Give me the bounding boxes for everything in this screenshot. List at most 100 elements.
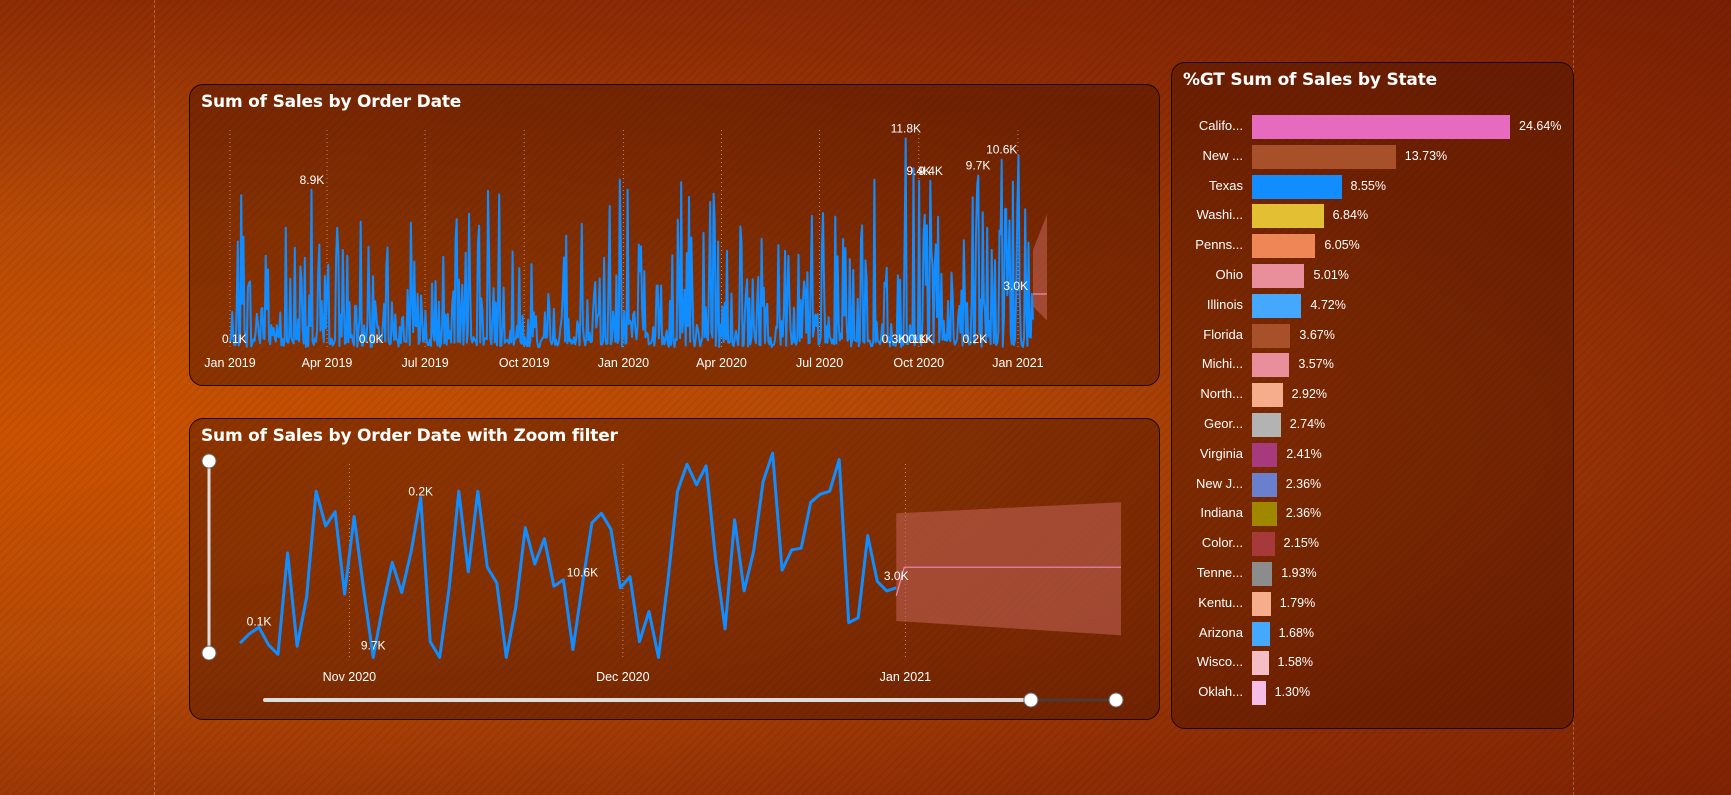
state-label: Tenne... — [1196, 565, 1243, 580]
x-tick-label: Jan 2020 — [598, 356, 649, 370]
state-label: Michi... — [1201, 356, 1243, 372]
data-label: 0.1K — [222, 332, 247, 346]
state-label: Washi... — [1196, 207, 1243, 223]
x-tick-label: Dec 2020 — [596, 670, 650, 684]
state-label: Illinois — [1206, 296, 1243, 312]
page-guide-left — [154, 0, 155, 795]
bar-row[interactable]: Virginia 2.41% — [1172, 442, 1575, 467]
state-label: New J... — [1196, 475, 1243, 491]
sales-zoom-line-chart[interactable]: Nov 2020 Dec 2020 Jan 2021 0.1K 9.7K 0.2K 10.6… — [190, 419, 1159, 719]
state-bar[interactable] — [1252, 651, 1269, 676]
time-handle-start[interactable] — [1023, 692, 1039, 708]
state-bar[interactable] — [1252, 562, 1273, 586]
sales-zoom-visual[interactable]: Sum of Sales by Order Date with Zoom fil… — [189, 418, 1160, 720]
state-bar[interactable] — [1252, 621, 1270, 646]
x-tick-label: Oct 2019 — [499, 356, 550, 370]
bar-row[interactable]: Penns... 6.05% — [1172, 234, 1575, 259]
time-handle-end[interactable] — [1108, 692, 1124, 708]
sales-by-date-visual[interactable]: Sum of Sales by Order Date Jan 2019 Apr 2… — [189, 84, 1160, 386]
state-bar-chart[interactable]: Califo... 24.64% New ... 13.73% Texas 8.55% Wa… — [1172, 115, 1575, 715]
value-label: 2.74% — [1289, 417, 1326, 431]
sales-by-state-visual[interactable]: %GT Sum of Sales by State Califo... 24.64… — [1171, 62, 1574, 729]
state-bar[interactable] — [1252, 353, 1290, 378]
value-label: 13.73% — [1404, 148, 1448, 163]
state-bar[interactable] — [1252, 472, 1277, 497]
bar-row[interactable]: Geor... 2.74% — [1172, 413, 1575, 437]
bar-row[interactable]: Washi... 6.84% — [1172, 204, 1575, 229]
bar-row[interactable]: New ... 13.73% — [1172, 144, 1575, 169]
state-label: Florida — [1203, 326, 1243, 342]
value-label: 1.93% — [1281, 566, 1317, 580]
x-tick-label: Apr 2019 — [302, 356, 353, 370]
zoom-slider-vertical[interactable] — [194, 449, 224, 669]
bar-row[interactable]: Kentu... 1.79% — [1172, 591, 1575, 616]
data-label: 10.6K — [567, 566, 598, 580]
state-bar[interactable] — [1252, 442, 1278, 467]
panel-title: Sum of Sales by Order Date — [201, 92, 462, 112]
data-label: 9.4K — [906, 164, 931, 178]
panel-title: %GT Sum of Sales by State — [1183, 70, 1437, 90]
value-label: 1.58% — [1277, 655, 1313, 670]
state-bar[interactable] — [1252, 502, 1277, 527]
state-label: Texas — [1209, 177, 1243, 193]
bar-row[interactable]: North... 2.92% — [1172, 383, 1575, 408]
x-tick-label: Jan 2021 — [992, 356, 1043, 370]
bar-row[interactable]: Florida 3.67% — [1172, 323, 1575, 348]
data-label: 10.6K — [986, 143, 1017, 157]
data-label: 0.1K — [247, 614, 272, 628]
bar-row[interactable]: Tenne... 1.93% — [1172, 562, 1575, 586]
sales-series-line — [229, 137, 1034, 348]
value-label: 2.41% — [1286, 446, 1322, 461]
bar-row[interactable]: Indiana 2.36% — [1172, 502, 1575, 527]
data-label: 0.2K — [408, 485, 433, 499]
data-label: 9.7K — [966, 159, 991, 173]
x-tick-label: Apr 2020 — [696, 356, 747, 370]
state-label: New ... — [1202, 147, 1243, 163]
bar-row[interactable]: Color... 2.15% — [1172, 532, 1575, 557]
data-label: 11.8K — [891, 122, 921, 136]
bar-row[interactable]: Arizona 1.68% — [1172, 621, 1575, 646]
value-label: 2.92% — [1291, 387, 1328, 402]
zoom-slider-horizontal[interactable] — [250, 687, 1130, 717]
bar-row[interactable]: Illinois 4.72% — [1172, 293, 1575, 318]
value-label: 1.30% — [1274, 685, 1311, 700]
state-bar[interactable] — [1252, 532, 1275, 557]
sales-line-chart[interactable]: Jan 2019 Apr 2019 Jul 2019 Oct 2019 Jan 2020… — [190, 85, 1159, 385]
value-label: 3.67% — [1299, 327, 1335, 342]
state-bar[interactable] — [1252, 591, 1271, 616]
state-bar[interactable] — [1252, 174, 1342, 199]
bar-row[interactable]: Texas 8.55% — [1172, 174, 1575, 199]
state-label: Color... — [1201, 535, 1243, 551]
bar-row[interactable]: Michi... 3.57% — [1172, 353, 1575, 378]
state-bar[interactable] — [1252, 323, 1291, 348]
state-bar[interactable] — [1252, 234, 1316, 259]
data-label: 0.1K — [909, 332, 934, 346]
zoom-handle-bottom[interactable] — [201, 645, 217, 661]
data-label: 0.2K — [962, 332, 987, 346]
state-label: Geor... — [1203, 416, 1243, 431]
bar-row[interactable]: New J... 2.36% — [1172, 472, 1575, 497]
state-bar[interactable] — [1252, 144, 1396, 169]
x-tick-label: Jul 2019 — [401, 356, 448, 370]
x-tick-label: Jan 2021 — [880, 670, 931, 684]
state-bar[interactable] — [1252, 204, 1324, 229]
state-bar[interactable] — [1252, 264, 1305, 288]
state-bar[interactable] — [1252, 115, 1510, 139]
value-label: 5.01% — [1313, 268, 1349, 282]
bar-row[interactable]: Califo... 24.64% — [1172, 115, 1575, 139]
bar-row[interactable]: Ohio 5.01% — [1172, 264, 1575, 288]
value-label: 2.15% — [1283, 536, 1319, 551]
zoom-handle-top[interactable] — [201, 453, 217, 469]
value-label: 2.36% — [1285, 476, 1322, 491]
bar-row[interactable]: Wisco... 1.58% — [1172, 651, 1575, 676]
value-label: 24.64% — [1519, 119, 1562, 133]
bar-row[interactable]: Oklah... 1.30% — [1172, 681, 1575, 706]
data-label: 9.4K — [918, 164, 943, 178]
state-bar[interactable] — [1252, 681, 1266, 706]
state-bar[interactable] — [1252, 293, 1302, 318]
state-label: Virginia — [1199, 445, 1243, 461]
data-label: 0.1K — [902, 332, 927, 346]
state-bar[interactable] — [1252, 383, 1283, 408]
state-label: Ohio — [1215, 267, 1243, 282]
state-bar[interactable] — [1252, 413, 1281, 437]
